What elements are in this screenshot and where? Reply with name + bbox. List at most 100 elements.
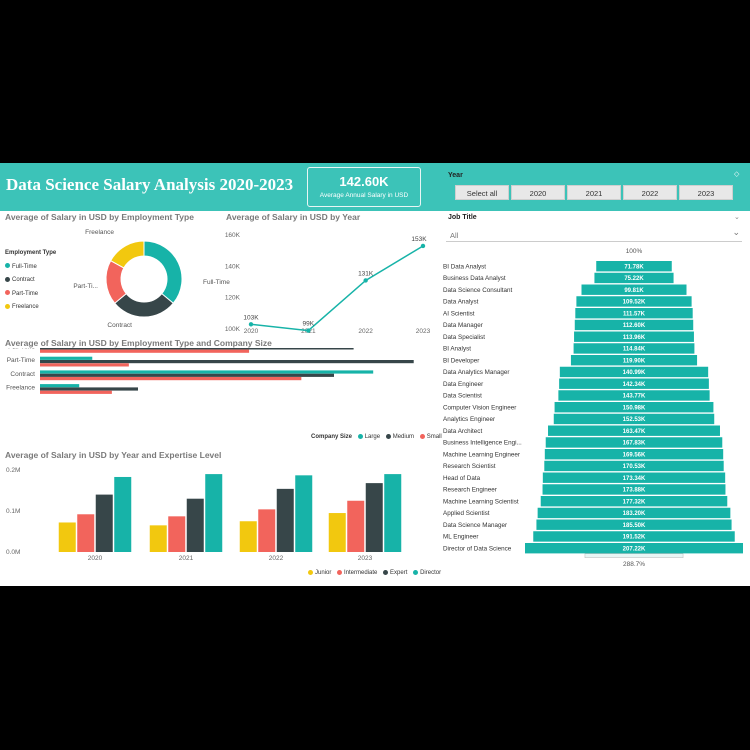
line-value-label-2: 131K (358, 270, 374, 277)
vbar-bar-3-0 (328, 513, 346, 552)
vbar-bar-1-1 (168, 516, 186, 552)
funnel-value-13: 152.53K (623, 417, 646, 423)
line-ytick-3: 100K (225, 326, 241, 333)
funnel-category-6: Data Specialist (443, 334, 485, 341)
funnel-category-9: Data Analytics Manager (443, 369, 510, 376)
hbar-bar-2-2 (40, 377, 302, 381)
legend-item-director[interactable]: Director (413, 570, 441, 576)
funnel-bar-16 (544, 449, 724, 460)
chevron-down-icon[interactable]: ⌄ (734, 214, 740, 221)
hbar-bar-1-1 (40, 360, 414, 364)
vbar-bar-0-2 (95, 494, 113, 552)
line-point-0 (248, 322, 254, 327)
funnel-bottom-label: 288.7% (623, 561, 645, 568)
legend-item-contract[interactable]: Contract (5, 274, 56, 288)
line-value-label-0: 103K (243, 314, 259, 321)
vbar-ytick-1: 0.1M (6, 508, 20, 515)
donut-slice-3 (110, 240, 145, 269)
funnel-bar-17 (544, 460, 724, 472)
funnel-value-6: 113.96K (623, 335, 646, 341)
job-title-dropdown[interactable]: All ⌄ (446, 227, 742, 242)
vbar-ytick-0: 0.2M (6, 467, 20, 474)
funnel-category-3: Data Analyst (443, 299, 479, 306)
vbar-xtick-3: 2023 (358, 555, 373, 562)
vbar-bar-1-2 (186, 498, 204, 552)
line-point-1 (306, 328, 311, 333)
kpi-card[interactable]: 142.60K Average Annual Salary in USD (307, 167, 421, 207)
vbar-bar-0-3 (114, 476, 132, 552)
funnel-bar-19 (542, 484, 726, 495)
funnel-value-21: 183.20K (623, 511, 646, 517)
funnel-value-17: 170.53K (623, 464, 646, 470)
funnel-category-0: BI Data Analyst (443, 263, 486, 270)
line-xtick-2: 2022 (358, 328, 373, 335)
funnel-bar-15 (545, 437, 723, 448)
funnel-bar-23 (533, 531, 735, 542)
hbar-bar-1-2 (40, 363, 129, 367)
funnel-bar-12 (554, 402, 714, 413)
funnel-bar-13 (553, 413, 715, 425)
funnel-bar-4 (575, 308, 693, 319)
legend-item-small[interactable]: Small (419, 434, 442, 440)
funnel-category-15: Business Intelligence Engi... (443, 440, 522, 447)
year-option-select-all[interactable]: Select all (455, 185, 509, 200)
year-option-2021[interactable]: 2021 (567, 185, 621, 200)
funnel-bar-8 (570, 355, 698, 366)
legend-item-expert[interactable]: Expert (383, 570, 407, 576)
funnel-value-2: 99.81K (624, 288, 644, 294)
funnel-bar-7 (573, 343, 695, 354)
line-title: Average of Salary in USD by Year (226, 212, 361, 222)
legend-item-freelance[interactable]: Freelance (5, 301, 56, 315)
funnel-value-4: 111.57K (623, 311, 646, 317)
hbar-bar-2-0 (40, 370, 374, 374)
funnel-bar-11 (558, 390, 710, 401)
line-value-label-1: 99K (303, 321, 315, 328)
funnel-category-13: Analytics Engineer (443, 416, 495, 423)
legend-item-junior[interactable]: Junior (308, 570, 331, 576)
eraser-icon[interactable]: ◇ (734, 171, 740, 178)
year-option-2022[interactable]: 2022 (623, 185, 677, 200)
header-bar: Data Science Salary Analysis 2020-2023 1… (0, 163, 750, 211)
year-option-2023[interactable]: 2023 (679, 185, 733, 200)
vbar-bar-3-3 (384, 474, 402, 552)
hbar-category-0: Full-Time (8, 348, 35, 351)
funnel-bar-9 (559, 366, 709, 378)
funnel-chart: 100% 71.78K BI Data Analyst 75.22K Business … (443, 248, 743, 568)
funnel-category-4: AI Scientist (443, 310, 475, 317)
funnel-value-7: 114.84K (623, 347, 646, 353)
vbar-xtick-1: 2021 (179, 555, 194, 562)
legend-item-part-time[interactable]: Part-Time (5, 288, 56, 302)
funnel-value-19: 173.88K (623, 488, 646, 494)
donut-label-0: Full-Time (203, 279, 230, 286)
hbar-bar-0-2 (40, 349, 250, 353)
legend-item-intermediate[interactable]: Intermediate (337, 570, 377, 576)
legend-item-full-time[interactable]: Full-Time (5, 261, 56, 275)
line-point-2 (363, 278, 368, 283)
year-option-2020[interactable]: 2020 (511, 185, 565, 200)
vbar-xtick-0: 2020 (88, 555, 103, 562)
funnel-category-8: BI Developer (443, 357, 479, 364)
hbar-legend-title: Company Size (311, 434, 353, 441)
funnel-bar-14 (548, 425, 720, 436)
funnel-value-18: 173.34K (623, 476, 646, 482)
legend-item-medium[interactable]: Medium (385, 434, 414, 440)
funnel-category-18: Head of Data (443, 475, 481, 482)
year-slicer-label: Year (448, 172, 463, 179)
legend-item-large[interactable]: Large (357, 434, 380, 440)
line-xtick-0: 2020 (244, 328, 259, 335)
funnel-bar-3 (576, 296, 692, 307)
hbar-category-2: Contract (10, 371, 35, 378)
funnel-bar-22 (536, 519, 732, 530)
funnel-bar-2 (581, 284, 687, 295)
funnel-category-21: Applied Scientist (443, 510, 490, 517)
dashboard: Data Science Salary Analysis 2020-2023 1… (0, 163, 750, 586)
job-slicer-label: Job Title (448, 214, 477, 221)
donut-label-2: Part-Ti... (73, 283, 98, 290)
line-ytick-2: 120K (225, 295, 241, 302)
vbar-title: Average of Salary in USD by Year and Exp… (5, 450, 222, 460)
vbar-bar-0-1 (77, 514, 95, 552)
hbar-category-1: Part-Time (7, 357, 36, 364)
funnel-value-9: 140.99K (623, 370, 646, 376)
vbar-bar-1-0 (149, 525, 167, 552)
funnel-category-22: Data Science Manager (443, 522, 507, 529)
